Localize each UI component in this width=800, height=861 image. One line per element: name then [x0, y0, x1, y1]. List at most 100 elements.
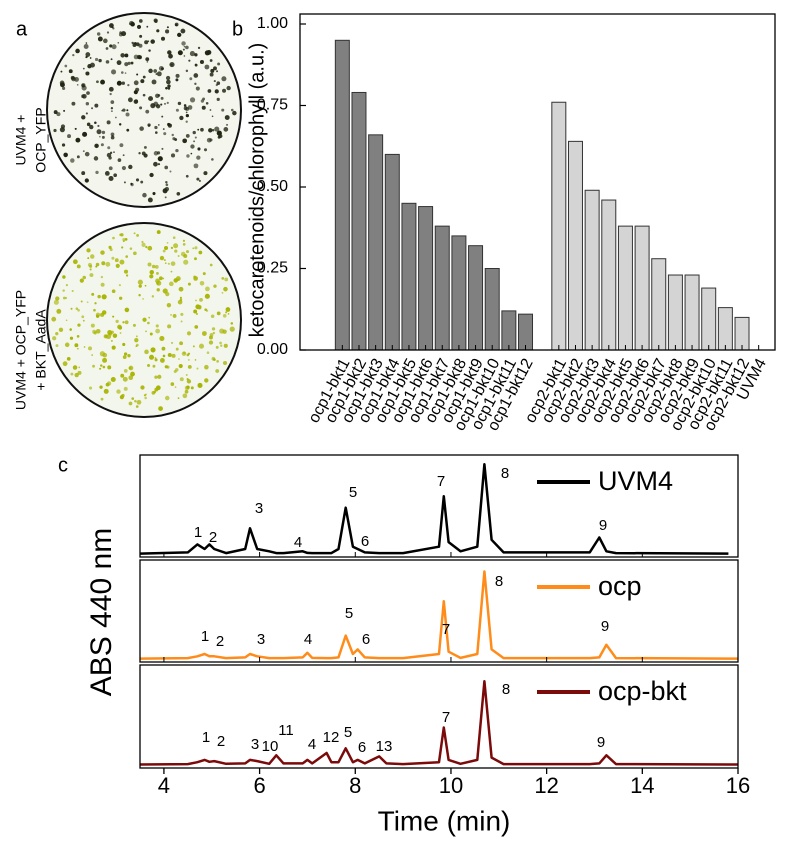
peak-label: 11: [278, 722, 294, 739]
colony: [88, 386, 93, 390]
colony: [125, 112, 130, 117]
colony: [142, 317, 147, 322]
colony: [204, 378, 209, 383]
colony: [96, 32, 101, 36]
colony: [221, 291, 224, 294]
colony: [70, 307, 73, 310]
colony: [122, 238, 126, 242]
colony: [122, 376, 128, 382]
peak-label: 2: [209, 529, 217, 546]
colony: [192, 130, 196, 135]
colony: [65, 319, 68, 322]
peak-label: 7: [442, 709, 450, 726]
colony: [167, 353, 172, 358]
colony: [180, 320, 183, 323]
peak-label: 5: [345, 605, 353, 622]
colony: [143, 153, 148, 158]
colony: [162, 128, 165, 130]
colony: [152, 192, 156, 196]
peak-label: 8: [502, 681, 510, 698]
colony: [99, 367, 102, 370]
colony: [166, 302, 172, 308]
bar: [351, 91, 367, 351]
colony: [155, 324, 159, 328]
colony: [174, 138, 178, 142]
colony: [86, 248, 91, 253]
colony: [128, 365, 134, 371]
colony: [100, 143, 104, 147]
colony: [72, 365, 78, 370]
colony: [83, 346, 86, 348]
colony: [216, 70, 219, 73]
peak-label: 2: [216, 633, 224, 650]
colony: [170, 270, 173, 273]
colony: [166, 79, 171, 85]
colony: [82, 131, 88, 137]
colony: [169, 170, 172, 173]
colony: [177, 101, 182, 106]
colony: [99, 135, 101, 138]
colony: [209, 263, 213, 267]
colony: [97, 124, 100, 128]
colony: [97, 36, 103, 42]
colony: [222, 313, 227, 318]
legend-label: UVM4: [598, 466, 673, 496]
colony: [90, 254, 95, 259]
peak-label: 3: [257, 631, 265, 648]
colony: [199, 280, 205, 286]
colony: [187, 105, 193, 110]
peak-label: 10: [262, 738, 279, 755]
colony: [119, 332, 122, 334]
colony: [189, 51, 195, 57]
colony: [198, 343, 205, 349]
colony: [85, 102, 90, 106]
plate-label: + BKT_AadA: [33, 309, 49, 391]
colony: [119, 31, 122, 34]
colony: [216, 97, 220, 101]
peak-label: 6: [362, 631, 370, 648]
colony: [197, 382, 203, 388]
colony: [224, 277, 229, 282]
colony: [122, 342, 126, 347]
colony: [82, 67, 85, 70]
colony: [220, 344, 223, 347]
x-tick-label: 4: [158, 773, 170, 798]
colony: [119, 233, 122, 237]
colony: [183, 259, 189, 265]
colony: [81, 85, 87, 91]
colony: [223, 286, 228, 292]
colony: [120, 53, 125, 58]
colony: [156, 71, 162, 77]
colony: [95, 170, 99, 175]
peak-label: 4: [304, 631, 312, 648]
colony: [145, 245, 148, 249]
colony: [153, 390, 157, 394]
colony: [177, 278, 180, 281]
colony: [190, 144, 195, 149]
colony: [75, 307, 79, 310]
colony: [185, 69, 189, 73]
colony: [117, 41, 120, 44]
colony: [136, 233, 140, 237]
colony: [140, 180, 144, 184]
colony: [159, 357, 165, 363]
colony: [114, 258, 119, 263]
colony: [170, 382, 175, 386]
bar: [684, 274, 700, 351]
colony: [185, 45, 189, 50]
colony: [68, 69, 73, 74]
colony: [95, 312, 101, 318]
colony: [172, 236, 176, 239]
colony: [195, 299, 197, 302]
colony: [166, 241, 169, 244]
colony: [76, 335, 80, 338]
peak-label: 4: [308, 736, 316, 753]
colony: [171, 353, 176, 358]
colony: [121, 246, 124, 249]
colony: [106, 120, 111, 125]
colony: [75, 137, 81, 143]
colony: [74, 372, 79, 378]
colony: [86, 91, 90, 95]
colony: [161, 115, 164, 118]
